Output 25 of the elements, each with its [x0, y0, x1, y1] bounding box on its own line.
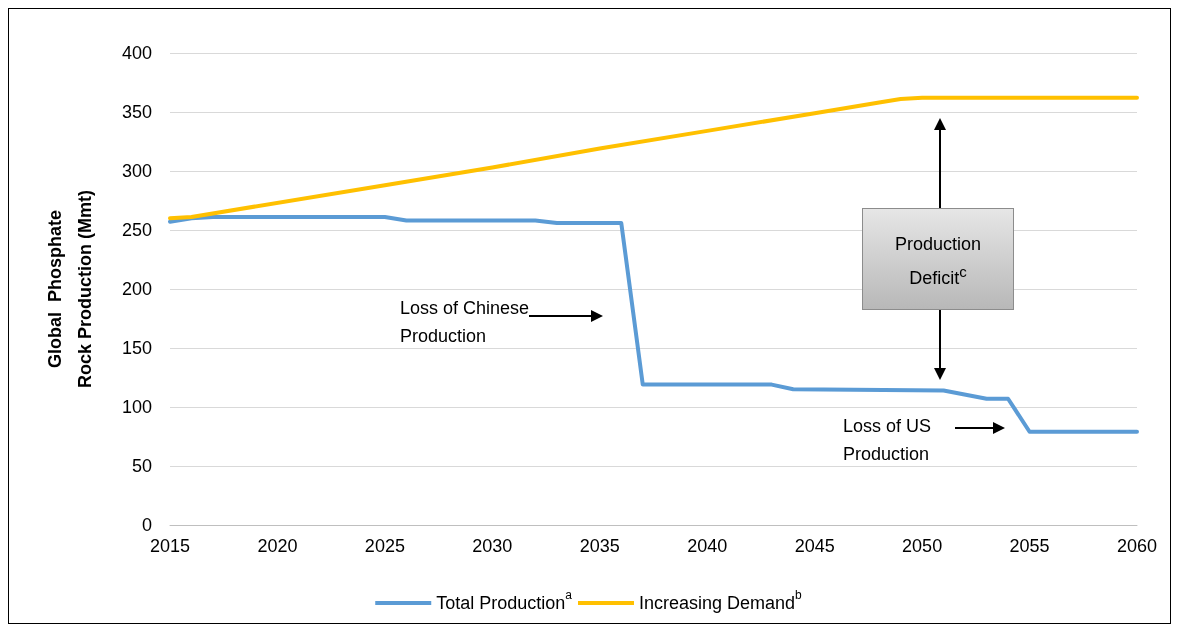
y-tick-label: 0 [141, 515, 152, 535]
x-tick-label: 2025 [364, 536, 405, 556]
line-series [168, 95, 1139, 221]
y-tick-label: 300 [121, 161, 152, 181]
y-tick-label: 350 [121, 102, 152, 122]
x-tick-label: 2060 [1116, 536, 1158, 556]
annotation: Loss of US Production [843, 415, 932, 466]
x-tick-label: 2030 [472, 536, 513, 556]
y-tick-label: 200 [121, 279, 152, 299]
annotation: Loss of Chinese Production [400, 297, 530, 348]
y-tick-label: 100 [121, 397, 152, 417]
x-tick-label: 2045 [794, 536, 835, 556]
y-tick-label: 400 [121, 43, 152, 63]
x-tick-label: 2035 [579, 536, 620, 556]
y-tick-label: 150 [121, 338, 152, 358]
x-tick-label: 2015 [149, 536, 191, 556]
x-tick-label: 2055 [1009, 536, 1050, 556]
x-tick-label: 2020 [257, 536, 298, 556]
y-tick-label: 250 [121, 220, 152, 240]
x-tick-label: 2040 [687, 536, 728, 556]
annotation: Production Deficit$^{c}$ [893, 233, 983, 290]
line-series [168, 215, 1139, 434]
y-axis-title: Global Phosphate Rock Production (Mmt) [45, 190, 95, 388]
x-tick-label: 2050 [902, 536, 943, 556]
y-tick-label: 50 [131, 456, 152, 476]
